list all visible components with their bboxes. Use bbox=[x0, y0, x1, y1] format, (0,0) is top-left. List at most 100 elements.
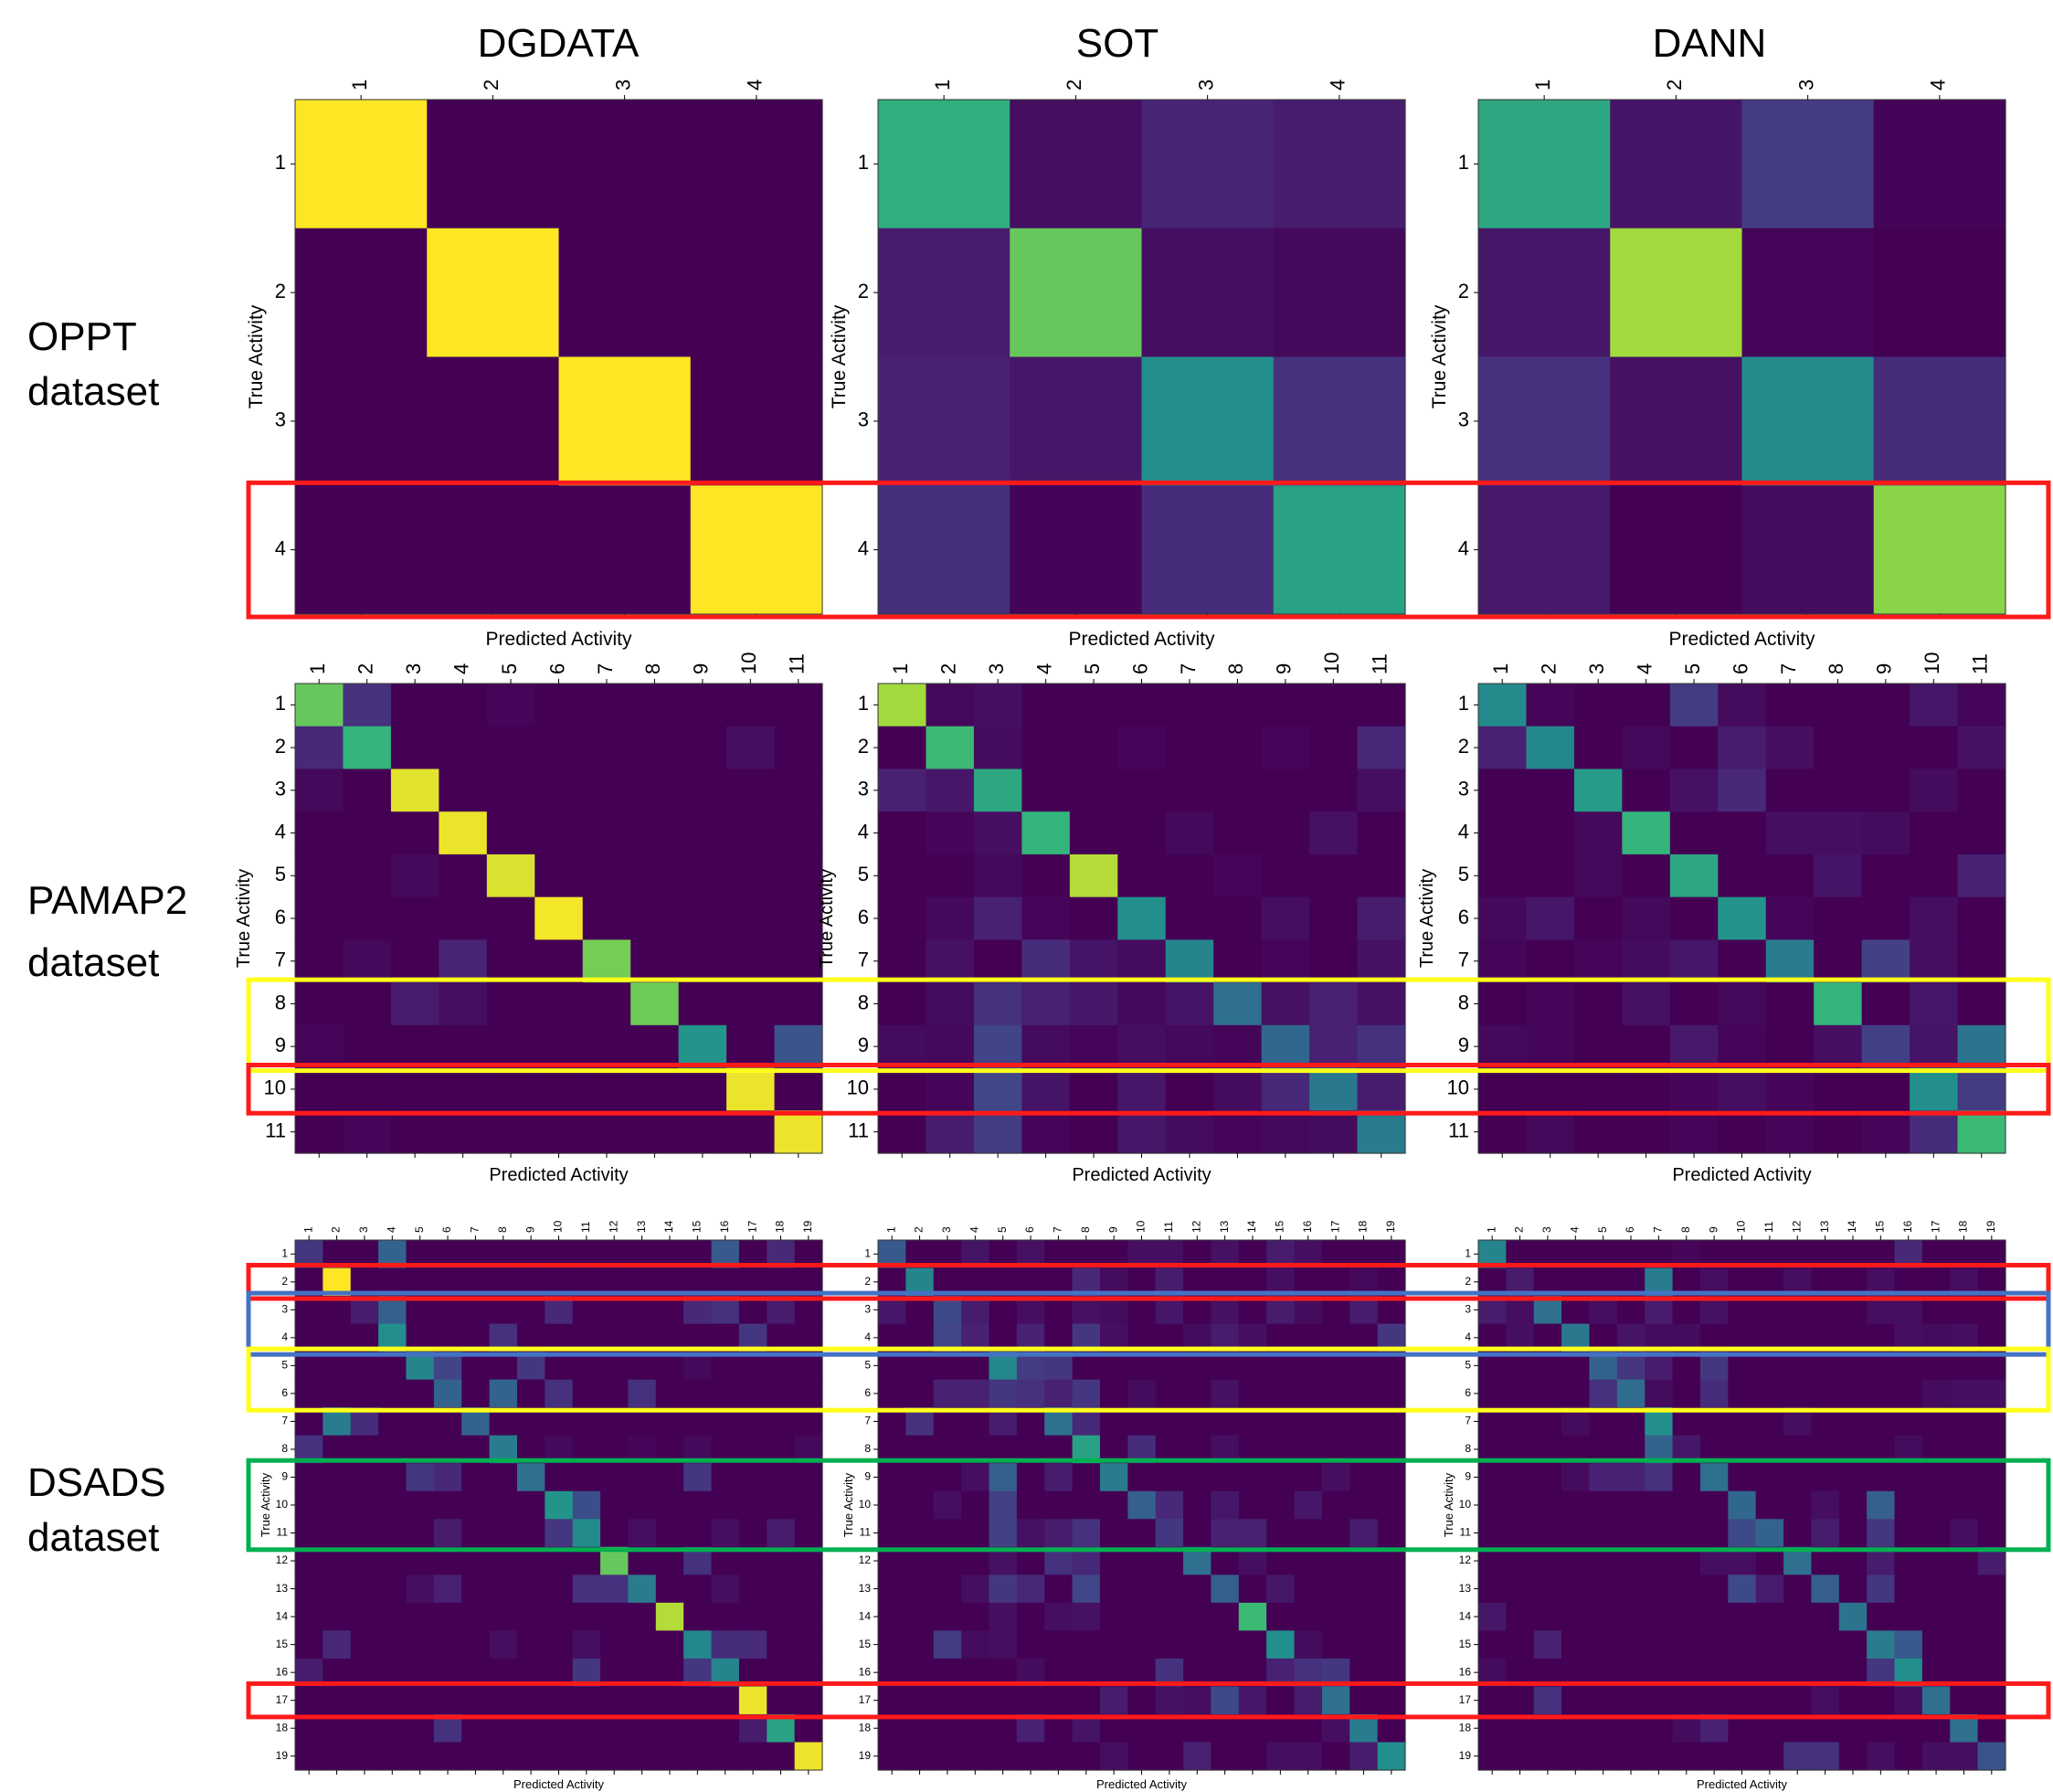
heatmap-cell bbox=[678, 896, 727, 940]
heatmap-cell bbox=[439, 854, 488, 898]
x-tick-label: 18 bbox=[1957, 1220, 1970, 1233]
heatmap-cell bbox=[794, 1742, 823, 1771]
heatmap-cell bbox=[461, 1519, 491, 1548]
y-tick-label: 2 bbox=[1458, 735, 1469, 758]
x-tick-label: 5 bbox=[498, 663, 521, 674]
heatmap-cell bbox=[1616, 1379, 1646, 1408]
heatmap-cell bbox=[1478, 811, 1528, 855]
heatmap-cell bbox=[1211, 1602, 1240, 1631]
heatmap-cell bbox=[1910, 1024, 1959, 1069]
heatmap-cell bbox=[1117, 684, 1167, 727]
x-tick-label: 5 bbox=[1081, 663, 1104, 674]
y-tick-label: 4 bbox=[1465, 1331, 1471, 1343]
x-tick-label: 8 bbox=[1224, 663, 1247, 674]
heatmap-cell bbox=[1838, 1575, 1868, 1604]
x-tick-label: 4 bbox=[1927, 80, 1950, 90]
heatmap-cell bbox=[439, 982, 488, 1026]
heatmap-cell bbox=[1127, 1519, 1157, 1548]
heatmap-cell bbox=[1672, 1490, 1701, 1520]
heatmap-cell bbox=[1957, 811, 2006, 855]
heatmap-cell bbox=[390, 982, 439, 1026]
heatmap-cell bbox=[961, 1575, 990, 1604]
heatmap-cell bbox=[683, 1490, 713, 1520]
y-tick-label: 2 bbox=[858, 280, 869, 302]
y-tick-label: 1 bbox=[1465, 1246, 1471, 1259]
y-tick-label: 2 bbox=[858, 735, 869, 758]
heatmap-cell bbox=[1573, 1024, 1623, 1069]
heatmap-cell bbox=[582, 684, 631, 727]
heatmap-cell bbox=[1072, 1630, 1101, 1659]
highlight-box-yellow bbox=[246, 1346, 2051, 1413]
heatmap-cell bbox=[878, 485, 1011, 615]
heatmap-cell bbox=[486, 769, 535, 812]
heatmap-cell bbox=[1266, 1742, 1296, 1771]
heatmap-cell bbox=[1183, 1602, 1212, 1631]
y-tick-label: 1 bbox=[275, 692, 286, 715]
heatmap-cell bbox=[1672, 1575, 1701, 1604]
heatmap-frame bbox=[877, 99, 1406, 615]
y-axis-label: True Activity bbox=[1417, 869, 1437, 968]
heatmap-cell bbox=[726, 982, 776, 1026]
y-tick-label: 3 bbox=[1458, 408, 1469, 431]
heatmap-cell bbox=[1478, 684, 1528, 727]
heatmap-cell bbox=[439, 1067, 488, 1111]
heatmap-cell bbox=[767, 1602, 796, 1631]
heatmap-cell bbox=[486, 1067, 535, 1111]
y-tick-label: 10 bbox=[1459, 1498, 1472, 1511]
heatmap-cell bbox=[933, 1686, 962, 1715]
heatmap-cell bbox=[1273, 100, 1406, 229]
x-tick-label: 17 bbox=[1929, 1220, 1942, 1233]
heatmap-cell bbox=[774, 1024, 823, 1069]
heatmap-cell bbox=[1044, 1379, 1074, 1408]
heatmap-cell bbox=[774, 854, 823, 898]
heatmap-cell bbox=[1526, 1067, 1575, 1111]
heatmap-cell bbox=[1069, 684, 1118, 727]
heatmap-cell bbox=[1010, 228, 1143, 358]
heatmap-cell bbox=[1069, 939, 1118, 983]
heatmap-cell bbox=[1669, 1110, 1719, 1154]
heatmap-cell bbox=[1357, 726, 1406, 770]
x-tick-label: 4 bbox=[385, 1226, 397, 1233]
heatmap-cell bbox=[1213, 1110, 1263, 1154]
heatmap-cell bbox=[600, 1602, 630, 1631]
heatmap-cell bbox=[1526, 854, 1575, 898]
heatmap-cell bbox=[774, 726, 823, 770]
y-tick-label: 10 bbox=[847, 1076, 869, 1099]
x-axis-label: Predicted Activity bbox=[1672, 1165, 1811, 1185]
heatmap-cell bbox=[343, 854, 392, 898]
heatmap-cell bbox=[390, 1024, 439, 1069]
heatmap-cell bbox=[406, 1490, 435, 1520]
heatmap-cell bbox=[1894, 1602, 1923, 1631]
heatmap-cell bbox=[378, 1379, 407, 1408]
heatmap-cell bbox=[794, 1490, 823, 1520]
heatmap-cell bbox=[1811, 1379, 1840, 1408]
heatmap-cell bbox=[1072, 1379, 1101, 1408]
heatmap-cell bbox=[1950, 1602, 1979, 1631]
heatmap-cell bbox=[1616, 1742, 1646, 1771]
heatmap-cell bbox=[1044, 1630, 1074, 1659]
heatmap-cell bbox=[1622, 1024, 1671, 1069]
heatmap-cell bbox=[989, 1602, 1018, 1631]
heatmap-cell bbox=[878, 1067, 927, 1111]
heatmap-cell bbox=[1699, 1742, 1729, 1771]
heatmap-cell bbox=[878, 726, 927, 770]
heatmap-cell bbox=[323, 1519, 352, 1548]
x-tick-label: 13 bbox=[1818, 1220, 1831, 1233]
heatmap-cell bbox=[516, 1519, 545, 1548]
heatmap-cell bbox=[678, 1067, 727, 1111]
y-tick-label: 8 bbox=[858, 991, 869, 1013]
y-tick-label: 11 bbox=[265, 1119, 286, 1141]
heatmap-cell bbox=[1921, 1519, 1951, 1548]
heatmap-cell bbox=[1127, 1379, 1157, 1408]
heatmap-cell bbox=[926, 769, 975, 812]
heatmap-oppt-dann: 1 1 2 2 3 3 4 4 Predicted Activity True Activity bbox=[1429, 80, 2006, 650]
heatmap-cell bbox=[1213, 726, 1263, 770]
y-tick-label: 1 bbox=[1458, 151, 1469, 174]
x-tick-label: 10 bbox=[1921, 652, 1943, 674]
heatmap-cell bbox=[726, 811, 776, 855]
heatmap-cell bbox=[690, 485, 823, 615]
heatmap-cell bbox=[1867, 1602, 1896, 1631]
heatmap-cell bbox=[572, 1575, 601, 1604]
heatmap-cell bbox=[1021, 854, 1071, 898]
heatmap-cell bbox=[905, 1602, 935, 1631]
